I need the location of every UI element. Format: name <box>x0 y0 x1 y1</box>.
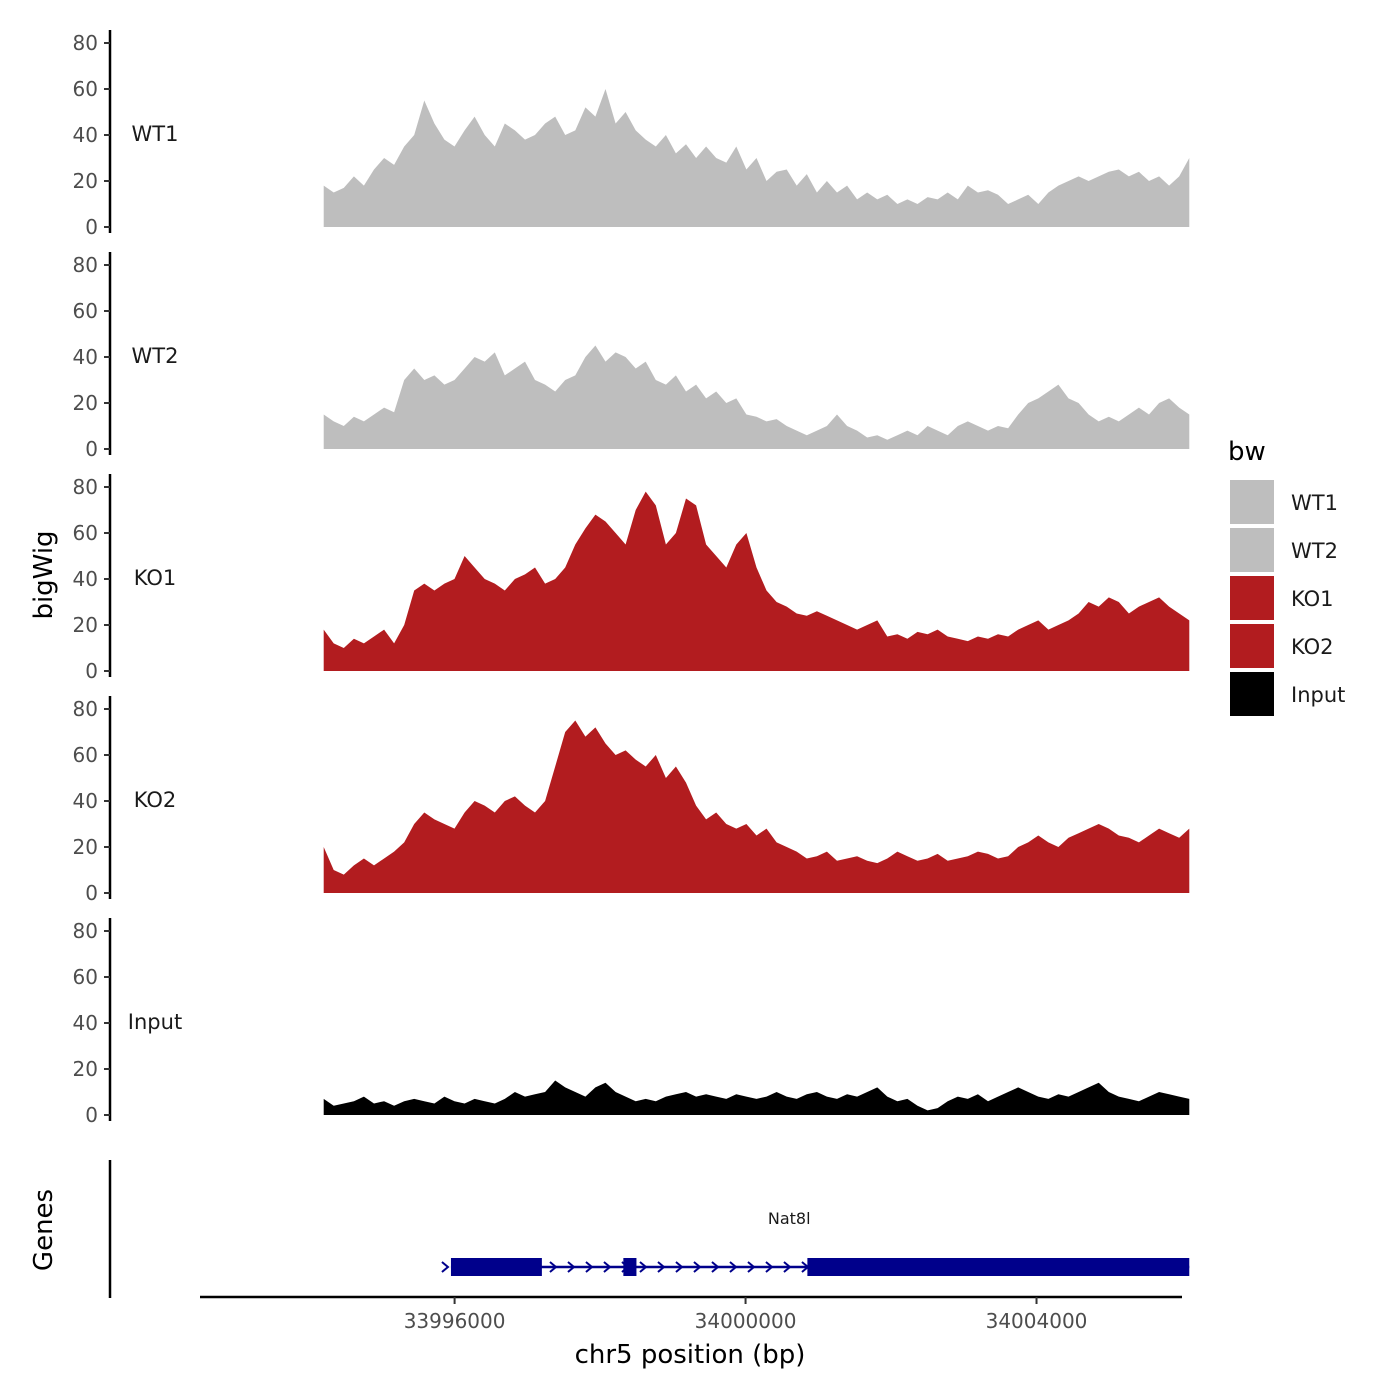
gene-track: Genes Nat8l <box>29 1160 1190 1298</box>
y-tick-label: 0 <box>85 659 98 683</box>
legend-label: WT2 <box>1291 539 1338 563</box>
y-axis-title: bigWig <box>29 530 59 619</box>
legend-key-wt1 <box>1230 480 1274 524</box>
strand-arrow <box>657 1261 666 1273</box>
track-label: WT2 <box>132 344 179 368</box>
strand-arrow <box>765 1261 774 1273</box>
y-tick-label: 20 <box>73 391 98 415</box>
exon <box>450 1258 542 1276</box>
legend-label: KO2 <box>1291 635 1334 659</box>
y-tick-label: 60 <box>73 521 98 545</box>
y-tick-label: 60 <box>73 965 98 989</box>
area-wt1 <box>323 89 1190 227</box>
y-tick-label: 20 <box>73 613 98 637</box>
legend-key-ko2 <box>1230 624 1274 668</box>
strand-arrow <box>567 1261 576 1273</box>
legend-title: bw <box>1228 437 1266 467</box>
y-tick-label: 0 <box>85 881 98 905</box>
y-tick-label: 80 <box>73 919 98 943</box>
gene-track-label: Genes <box>29 1189 59 1271</box>
track-label: KO2 <box>134 788 177 812</box>
legend-key-ko1 <box>1230 576 1274 620</box>
exon <box>623 1258 637 1276</box>
track-wt2: 0 20 40 60 80 WT2 <box>73 252 1190 461</box>
track-label: KO1 <box>134 566 177 590</box>
signal-tracks: 0 20 40 60 80 WT1 0 20 40 60 80 WT2 0 20 40 60 80 KO1 0 20 4… <box>73 30 1190 1127</box>
legend-key-wt2 <box>1230 528 1274 572</box>
y-tick-label: 60 <box>73 299 98 323</box>
y-tick-label: 80 <box>73 475 98 499</box>
area-wt2 <box>323 345 1190 449</box>
y-tick-label: 20 <box>73 835 98 859</box>
legend-label: Input <box>1291 683 1345 707</box>
strand-arrow <box>783 1261 792 1273</box>
track-wt1: 0 20 40 60 80 WT1 <box>73 30 1190 239</box>
y-tick-label: 80 <box>73 31 98 55</box>
y-tick-label: 60 <box>73 743 98 767</box>
y-tick-label: 80 <box>73 697 98 721</box>
track-label: Input <box>128 1010 182 1034</box>
area-ko1 <box>323 491 1190 671</box>
x-tick-label: 34004000 <box>986 1309 1088 1333</box>
y-tick-label: 80 <box>73 253 98 277</box>
y-tick-label: 40 <box>73 123 98 147</box>
y-tick-label: 20 <box>73 1057 98 1081</box>
x-tick-label: 33996000 <box>404 1309 506 1333</box>
legend-key-input <box>1230 672 1274 716</box>
strand-arrow <box>549 1261 558 1273</box>
strand-arrow <box>675 1261 684 1273</box>
strand-arrow <box>603 1261 612 1273</box>
y-tick-label: 40 <box>73 1011 98 1035</box>
gene-name-label: Nat8l <box>768 1209 811 1228</box>
x-axis: 33996000 34000000 34004000 <box>200 1295 1182 1333</box>
track-ko1: 0 20 40 60 80 KO1 <box>73 474 1190 683</box>
area-input <box>323 1080 1190 1115</box>
y-tick-label: 0 <box>85 1103 98 1127</box>
legend: bw WT1 WT2 KO1 KO2 Input <box>1228 437 1345 716</box>
area-ko2 <box>323 720 1190 893</box>
x-tick-label: 34000000 <box>695 1309 797 1333</box>
strand-arrow <box>585 1261 594 1273</box>
y-tick-label: 40 <box>73 345 98 369</box>
strand-arrow <box>693 1261 702 1273</box>
y-tick-label: 40 <box>73 789 98 813</box>
x-axis-title: chr5 position (bp) <box>575 1340 806 1370</box>
exon <box>807 1258 1190 1276</box>
track-input: 0 20 40 60 80 Input <box>73 918 1190 1127</box>
strand-arrow <box>747 1261 756 1273</box>
y-tick-label: 20 <box>73 169 98 193</box>
y-tick-label: 0 <box>85 215 98 239</box>
y-tick-label: 60 <box>73 77 98 101</box>
track-label: WT1 <box>132 122 179 146</box>
strand-arrow <box>441 1261 450 1273</box>
track-ko2: 0 20 40 60 80 KO2 <box>73 696 1190 905</box>
y-tick-label: 0 <box>85 437 98 461</box>
strand-arrow <box>639 1261 648 1273</box>
legend-label: KO1 <box>1291 587 1334 611</box>
strand-arrow <box>729 1261 738 1273</box>
strand-arrow <box>711 1261 720 1273</box>
legend-label: WT1 <box>1291 491 1338 515</box>
y-tick-label: 40 <box>73 567 98 591</box>
